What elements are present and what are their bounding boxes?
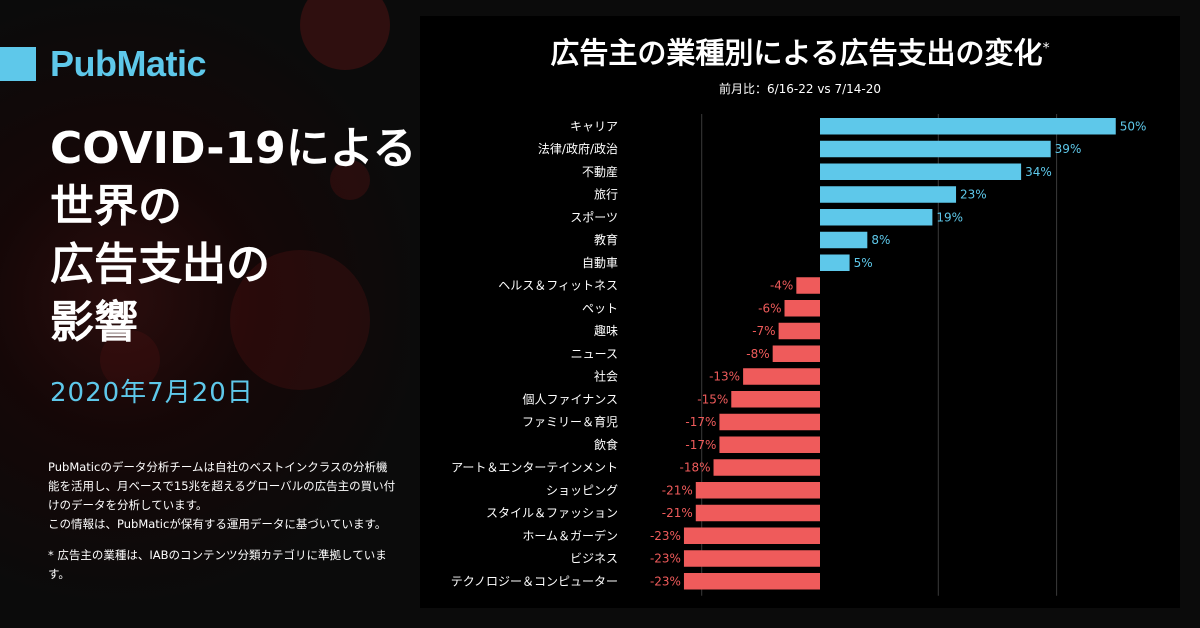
- bar-5: [820, 231, 868, 249]
- category-label-19: ビジネス: [570, 552, 618, 566]
- category-label-8: ペット: [582, 301, 618, 315]
- brand-logo: PubMatic: [0, 43, 207, 84]
- bar-19: [683, 550, 820, 567]
- chart-subtitle: 前月比：6/16-22 vs 7/14-20: [718, 82, 882, 96]
- value-label-1: 39%: [1055, 142, 1082, 156]
- value-label-3: 23%: [960, 188, 987, 202]
- report-date: 2020年7月20日: [50, 378, 254, 408]
- value-label-0: 50%: [1120, 119, 1147, 133]
- category-label-12: 個人ファイナンス: [522, 392, 618, 406]
- headline-line-1: COVID-19による: [50, 123, 417, 174]
- category-label-13: ファミリー＆育児: [522, 414, 618, 429]
- category-label-0: キャリア: [570, 119, 618, 133]
- category-label-10: ニュース: [571, 347, 618, 361]
- value-label-9: -7%: [752, 324, 775, 338]
- bar-3: [820, 186, 957, 203]
- value-label-7: -4%: [770, 279, 793, 293]
- value-label-15: -18%: [680, 461, 711, 475]
- value-label-12: -15%: [697, 392, 728, 406]
- category-label-16: ショッピング: [546, 483, 618, 497]
- category-label-2: 不動産: [582, 164, 618, 179]
- bar-9: [778, 322, 820, 340]
- value-label-14: -17%: [685, 438, 716, 452]
- value-label-4: 19%: [936, 210, 963, 224]
- footnote: * 広告主の業種は、IABのコンテンツ分類カテゴリに準拠しています。: [48, 548, 387, 581]
- bar-18: [683, 527, 820, 544]
- bar-8: [784, 300, 820, 317]
- category-label-7: ヘルス＆フィットネス: [498, 279, 618, 293]
- description: PubMaticのデータ分析チームは自社のベストインクラスの分析機能を活用し、月…: [48, 458, 398, 584]
- bar-11: [743, 368, 820, 385]
- bar-1: [820, 140, 1051, 158]
- value-label-20: -23%: [650, 574, 681, 588]
- bar-7: [796, 277, 820, 294]
- value-label-2: 34%: [1025, 165, 1052, 179]
- category-label-1: 法律/政府/政治: [538, 141, 618, 156]
- value-label-19: -23%: [650, 552, 681, 566]
- bar-17: [695, 504, 820, 522]
- category-label-6: 自動車: [582, 256, 618, 270]
- left-panel: PubMatic COVID-19による 世界の 広告支出の 影響 2020年7…: [0, 0, 417, 628]
- bar-chart: キャリア 50% 法律/政府/政治 39% 不動産 34% 旅行 23% スポーツ 19% 教育 8%…: [451, 114, 1147, 596]
- value-label-17: -21%: [662, 506, 693, 520]
- category-label-4: スポーツ: [570, 210, 618, 224]
- category-label-3: 旅行: [594, 188, 618, 202]
- value-label-8: -6%: [758, 301, 781, 315]
- headline-line-3: 広告支出の: [50, 239, 270, 290]
- bar-0: [820, 118, 1116, 135]
- description-paragraph-2: この情報は、PubMaticが保有する運用データに基づいています。: [48, 517, 387, 531]
- bar-14: [719, 436, 820, 453]
- category-label-17: スタイル＆ファッション: [486, 506, 618, 520]
- bar-16: [695, 482, 820, 499]
- chart-title-text: 広告主の業種別による広告支出の変化: [550, 36, 1043, 70]
- category-label-15: アート＆エンターテインメント: [451, 461, 618, 475]
- category-label-11: 社会: [594, 369, 618, 384]
- chart-title: 広告主の業種別による広告支出の変化*: [420, 30, 1180, 72]
- bar-6: [820, 254, 850, 271]
- value-label-18: -23%: [650, 529, 681, 543]
- bar-20: [683, 573, 820, 590]
- category-label-20: テクノロジー＆コンピューター: [451, 574, 618, 588]
- bar-12: [731, 391, 820, 408]
- chart-title-mark: *: [1042, 40, 1050, 57]
- bar-15: [713, 459, 820, 476]
- category-label-18: ホーム＆ガーデン: [522, 528, 618, 543]
- headline-line-4: 影響: [50, 297, 138, 348]
- category-label-5: 教育: [594, 232, 618, 247]
- logo-square-icon: [0, 47, 36, 81]
- brand-name: PubMatic: [50, 43, 207, 84]
- value-label-10: -8%: [746, 347, 769, 361]
- value-label-5: 8%: [871, 233, 890, 247]
- bar-10: [772, 345, 820, 362]
- description-paragraph-1: PubMaticのデータ分析チームは自社のベストインクラスの分析機能を活用し、月…: [48, 460, 396, 512]
- value-label-11: -13%: [709, 370, 740, 384]
- chart-panel: 広告主の業種別による広告支出の変化* 前月比：6/16-22 vs 7/14-2…: [420, 16, 1180, 608]
- category-label-14: 飲食: [594, 437, 618, 452]
- headline-line-2: 世界の: [50, 181, 182, 232]
- value-label-16: -21%: [662, 483, 693, 497]
- headline: COVID-19による 世界の 広告支出の 影響: [50, 120, 417, 352]
- value-label-13: -17%: [685, 415, 716, 429]
- bar-2: [820, 163, 1022, 180]
- bar-13: [719, 413, 820, 431]
- category-label-9: 趣味: [594, 323, 618, 338]
- value-label-6: 5%: [854, 256, 873, 270]
- bar-4: [820, 209, 933, 226]
